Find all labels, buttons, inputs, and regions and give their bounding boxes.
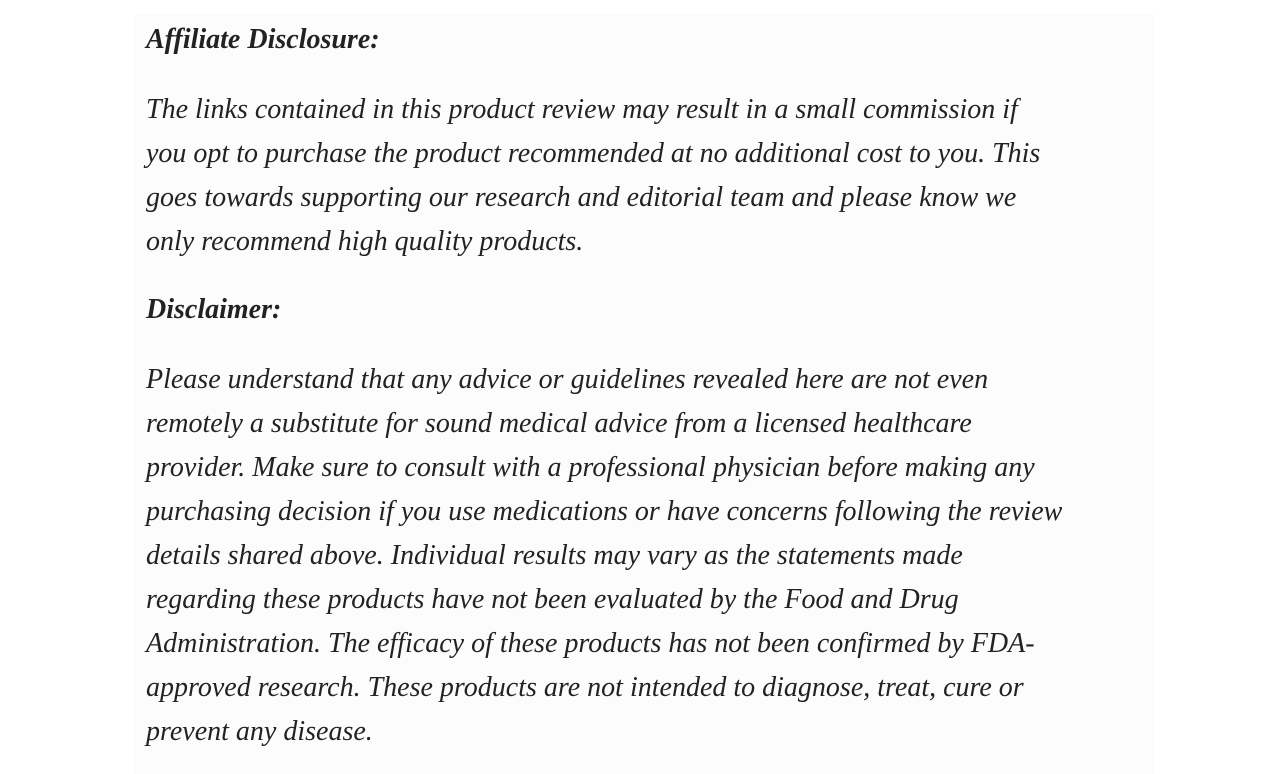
paragraph-line: prevent any disease. bbox=[146, 716, 373, 747]
paragraph-line: only recommend high quality products. bbox=[146, 226, 584, 257]
disclaimer-heading: Disclaimer: bbox=[146, 294, 282, 325]
paragraph-line: approved research. These products are no… bbox=[146, 672, 1024, 703]
paragraph-line: Administration. The efficacy of these pr… bbox=[146, 628, 1035, 659]
paragraph-line: remotely a substitute for sound medical … bbox=[146, 408, 972, 439]
paragraph-line: The links contained in this product revi… bbox=[146, 94, 1018, 125]
paragraph-line: Please understand that any advice or gui… bbox=[146, 364, 989, 395]
paragraph-line: regarding these products have not been e… bbox=[146, 584, 959, 615]
affiliate-disclosure-heading: Affiliate Disclosure: bbox=[146, 24, 380, 55]
paragraph-line: purchasing decision if you use medicatio… bbox=[146, 496, 1063, 527]
paragraph-line: details shared above. Individual results… bbox=[146, 540, 963, 571]
paragraph-line: provider. Make sure to consult with a pr… bbox=[146, 452, 1035, 483]
paragraph-line: goes towards supporting our research and… bbox=[146, 182, 1017, 213]
paragraph-line: you opt to purchase the product recommen… bbox=[146, 138, 1041, 169]
content-panel bbox=[135, 14, 1155, 774]
